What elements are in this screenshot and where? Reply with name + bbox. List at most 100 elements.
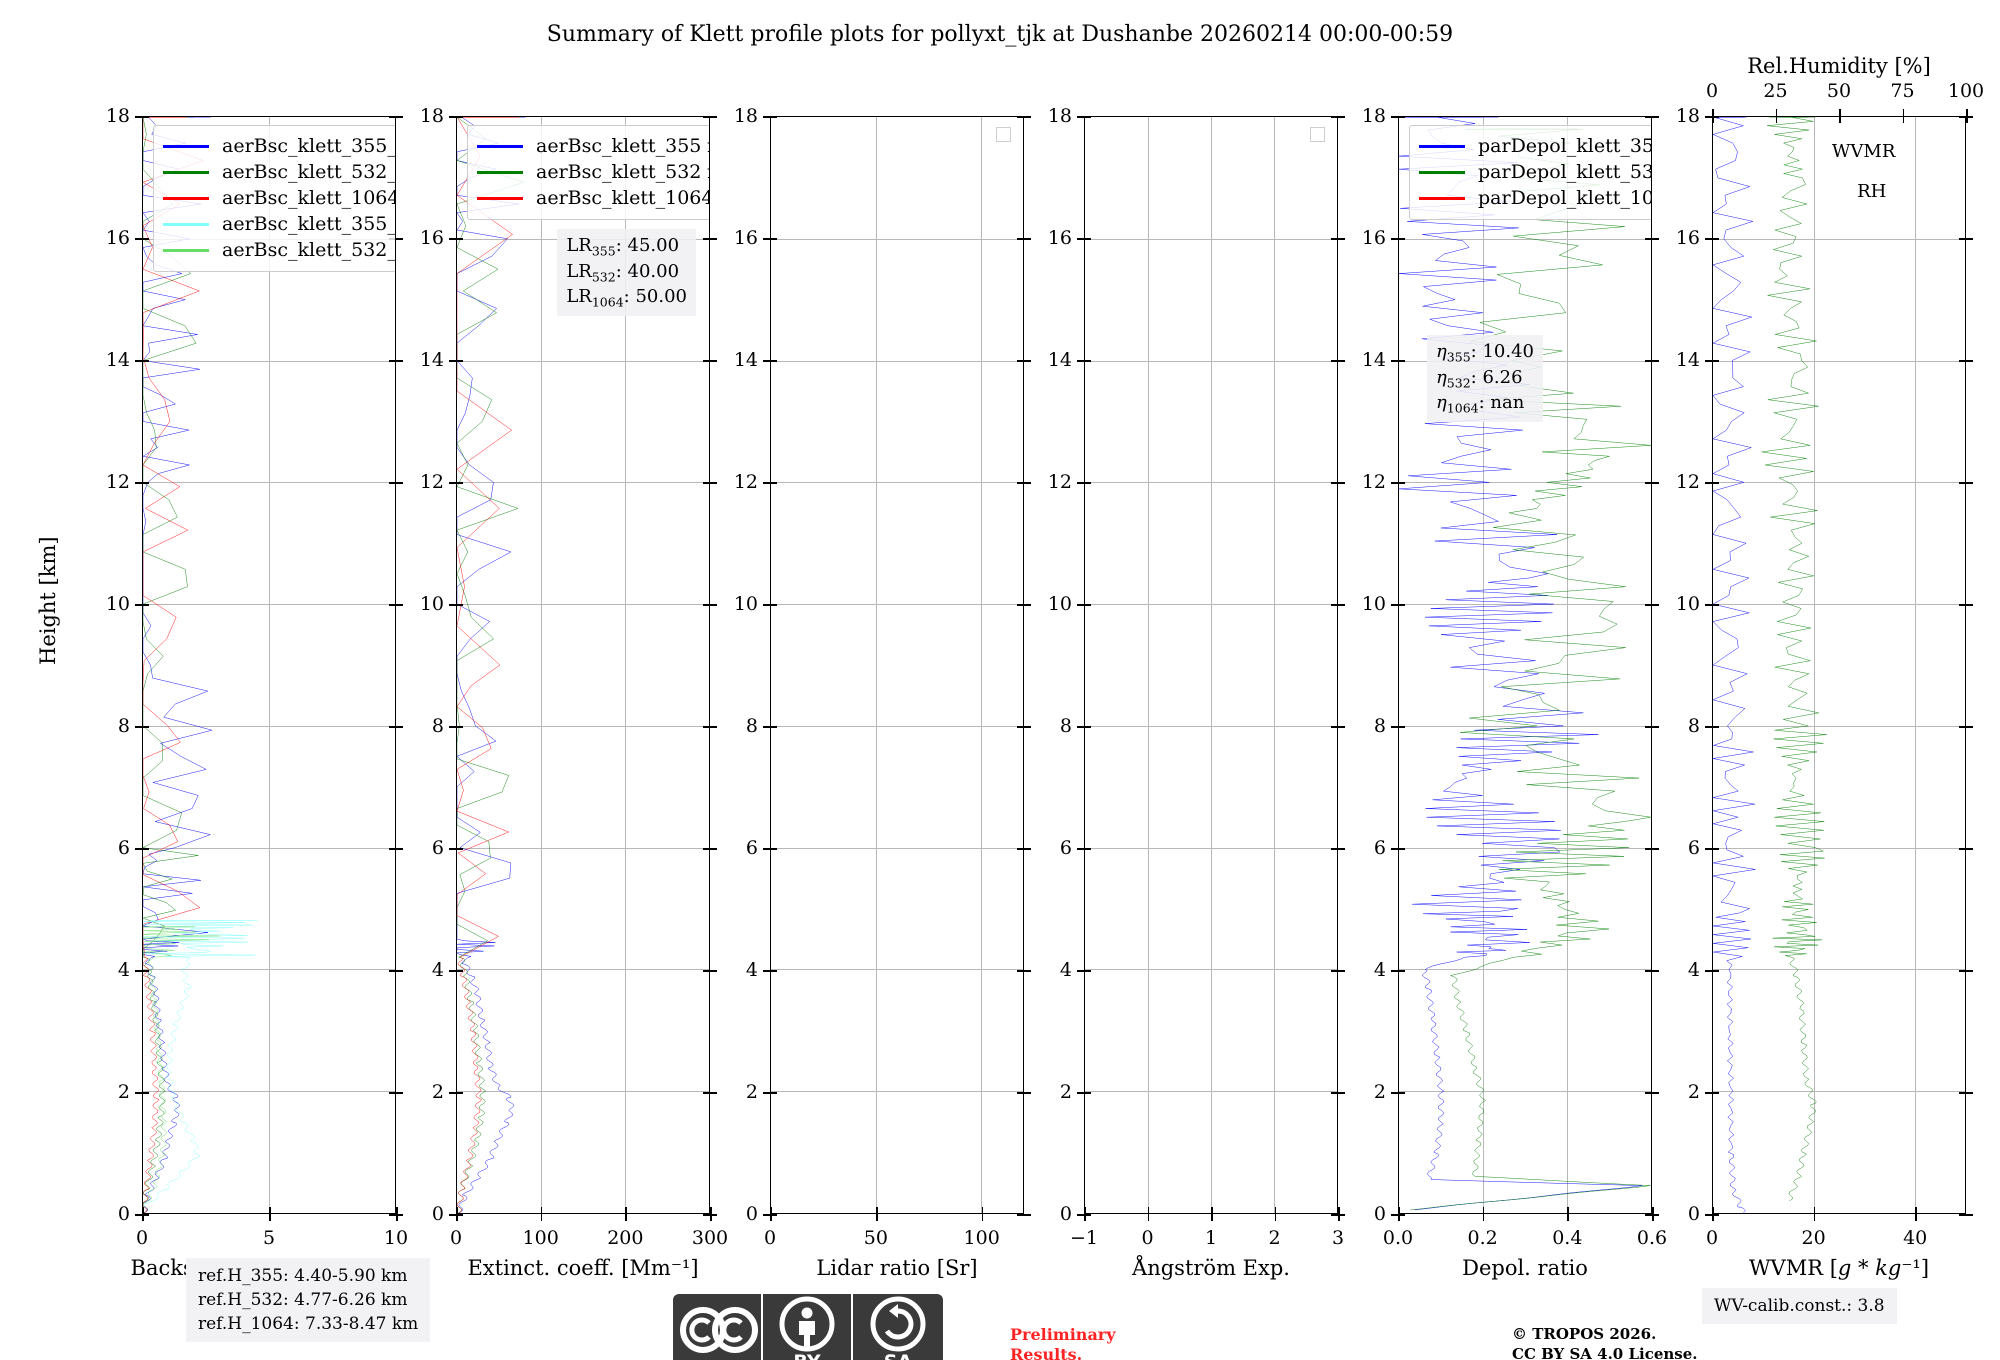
x-tick-mark: [1712, 1207, 1714, 1221]
y-tick-label: 8: [1373, 715, 1386, 737]
gridline-horizontal: [1399, 725, 1651, 727]
y-tick-label: 10: [419, 593, 444, 615]
legend-item[interactable]: parDepol_klett_1064_FR: [1419, 185, 1651, 211]
plot-area-angstrom: [1084, 116, 1338, 1214]
data-traces-backscatter: [143, 117, 395, 1213]
gridline-vertical: [1274, 117, 1275, 1213]
y-tick-label: 2: [117, 1081, 130, 1103]
gridline-vertical: [1211, 117, 1212, 1213]
y-tick-mark-right: [1331, 238, 1345, 240]
copyright-notice: © TROPOS 2026. CC BY SA 4.0 License.: [1512, 1325, 1698, 1360]
legend-item[interactable]: aerBsc_klett_355_NR: [163, 211, 395, 237]
y-tick-mark: [135, 604, 149, 606]
y-tick-label: 14: [1361, 349, 1386, 371]
y-tick-mark: [1077, 726, 1091, 728]
legend-item[interactable]: aerBsc_klett_355 x LR: [477, 133, 709, 159]
y-tick-mark: [135, 360, 149, 362]
legend-color-swatch: [163, 144, 209, 148]
x-tick-label: −1: [1069, 1227, 1099, 1249]
legend-color-swatch: [477, 144, 523, 148]
y-tick-mark: [1077, 970, 1091, 972]
gridline-horizontal: [771, 604, 1023, 606]
gridline-horizontal: [1713, 847, 1965, 849]
legend-backscatter[interactable]: aerBsc_klett_355_FR aerBsc_klett_532_FRae…: [153, 125, 396, 272]
y-tick-mark-right: [1645, 604, 1659, 606]
x-tick-mark: [1915, 1207, 1917, 1221]
y-tick-mark: [449, 360, 463, 362]
legend-label: parDepol_klett_532_FR: [1478, 161, 1651, 183]
legend-item[interactable]: aerBsc_klett_1064 x LR: [477, 185, 709, 211]
legend-item[interactable]: parDepol_klett_532_FR: [1419, 159, 1651, 185]
y-tick-mark: [1077, 116, 1091, 118]
y-tick-mark-right: [1331, 360, 1345, 362]
legend-item[interactable]: parDepol_klett_355_FR: [1419, 133, 1651, 159]
y-tick-mark: [135, 1092, 149, 1094]
y-tick-mark: [449, 604, 463, 606]
y-tick-label: 14: [105, 349, 130, 371]
plot-panel-angstrom: 0 2 4 6 8 10 12 14 16 18 −1 0 1 2 3 Ångström Exp.: [1048, 105, 1345, 1280]
x-tick-mark: [981, 1207, 984, 1221]
y-tick-mark: [1077, 482, 1091, 484]
x-tick-label: 100: [963, 1227, 1000, 1249]
y-tick-label: 18: [105, 105, 130, 127]
y-tick-mark: [1705, 482, 1719, 484]
x-tick-label: 20: [1801, 1227, 1826, 1249]
top-x-tick-label: 75: [1890, 80, 1915, 102]
x-tick-mark: [625, 1207, 628, 1221]
x-axis-label-wvmr-rh: WVMR [𝑔 * 𝑘𝑔⁻¹]: [1748, 1256, 1930, 1280]
gridline-horizontal: [1713, 1091, 1965, 1093]
y-tick-mark: [763, 726, 777, 728]
legend-item[interactable]: aerBsc_klett_532_FR: [163, 159, 395, 185]
y-tick-label: 4: [431, 959, 444, 981]
y-tick-mark-right: [1017, 116, 1031, 118]
y-tick-mark-right: [1959, 482, 1973, 484]
legend-label: parDepol_klett_1064_FR: [1478, 187, 1651, 209]
gridline-horizontal: [1713, 604, 1965, 606]
y-tick-mark: [449, 970, 463, 972]
y-tick-mark-right: [1645, 848, 1659, 850]
y-tick-mark: [763, 970, 777, 972]
legend-item[interactable]: aerBsc_klett_1064_FR: [163, 185, 395, 211]
y-tick-mark-right: [1959, 1092, 1973, 1094]
gridline-vertical: [1148, 117, 1149, 1213]
y-axis-label: Height [km]: [36, 536, 60, 665]
legend-item[interactable]: aerBsc_klett_355_FR: [163, 133, 395, 159]
y-tick-mark-right: [389, 116, 403, 118]
annotation-line: LR1064: 50.00: [566, 286, 687, 310]
y-tick-mark-right: [1645, 482, 1659, 484]
y-tick-mark-right: [1645, 116, 1659, 118]
gridline-horizontal: [1713, 969, 1965, 971]
y-tick-mark: [763, 360, 777, 362]
top-x-tick-label: 50: [1826, 80, 1852, 102]
y-tick-label: 10: [105, 593, 130, 615]
y-tick-label: 2: [431, 1081, 444, 1103]
top-x-tick-mark: [1775, 109, 1778, 123]
y-tick-mark-right: [1017, 970, 1031, 972]
y-tick-label: 0: [431, 1203, 444, 1225]
ref-h-1064: ref.H_1064: 7.33-8.47 km: [198, 1314, 419, 1335]
legend-color-swatch: [477, 196, 523, 200]
y-tick-mark: [1391, 238, 1405, 240]
y-tick-mark: [135, 482, 149, 484]
gridline-horizontal: [1399, 604, 1651, 606]
y-tick-mark-right: [1645, 970, 1659, 972]
y-tick-mark-right: [1331, 726, 1345, 728]
y-tick-label: 16: [1047, 227, 1072, 249]
legend-label: aerBsc_klett_532_NR: [222, 239, 396, 261]
preliminary-notice: Preliminary Results.: [1010, 1325, 1116, 1360]
y-tick-mark-right: [389, 482, 403, 484]
y-tick-mark-right: [1331, 1092, 1345, 1094]
x-axis-label-angstrom: Ångström Exp.: [1132, 1256, 1290, 1280]
legend-extinction[interactable]: aerBsc_klett_355 x LR aerBsc_klett_532 x …: [467, 125, 709, 220]
legend-label: aerBsc_klett_355 x LR: [536, 135, 709, 157]
y-tick-mark: [763, 1092, 777, 1094]
y-tick-label: 2: [1687, 1081, 1700, 1103]
y-tick-mark-right: [703, 238, 717, 240]
legend-item[interactable]: aerBsc_klett_532 x LR: [477, 159, 709, 185]
y-tick-label: 8: [1687, 715, 1700, 737]
legend-depol-ratio[interactable]: parDepol_klett_355_FR parDepol_klett_532_…: [1409, 125, 1651, 220]
gridline-horizontal: [1399, 1091, 1651, 1093]
y-tick-mark-right: [703, 848, 717, 850]
x-tick-label: 0: [1141, 1227, 1154, 1249]
legend-item[interactable]: aerBsc_klett_532_NR: [163, 237, 396, 263]
